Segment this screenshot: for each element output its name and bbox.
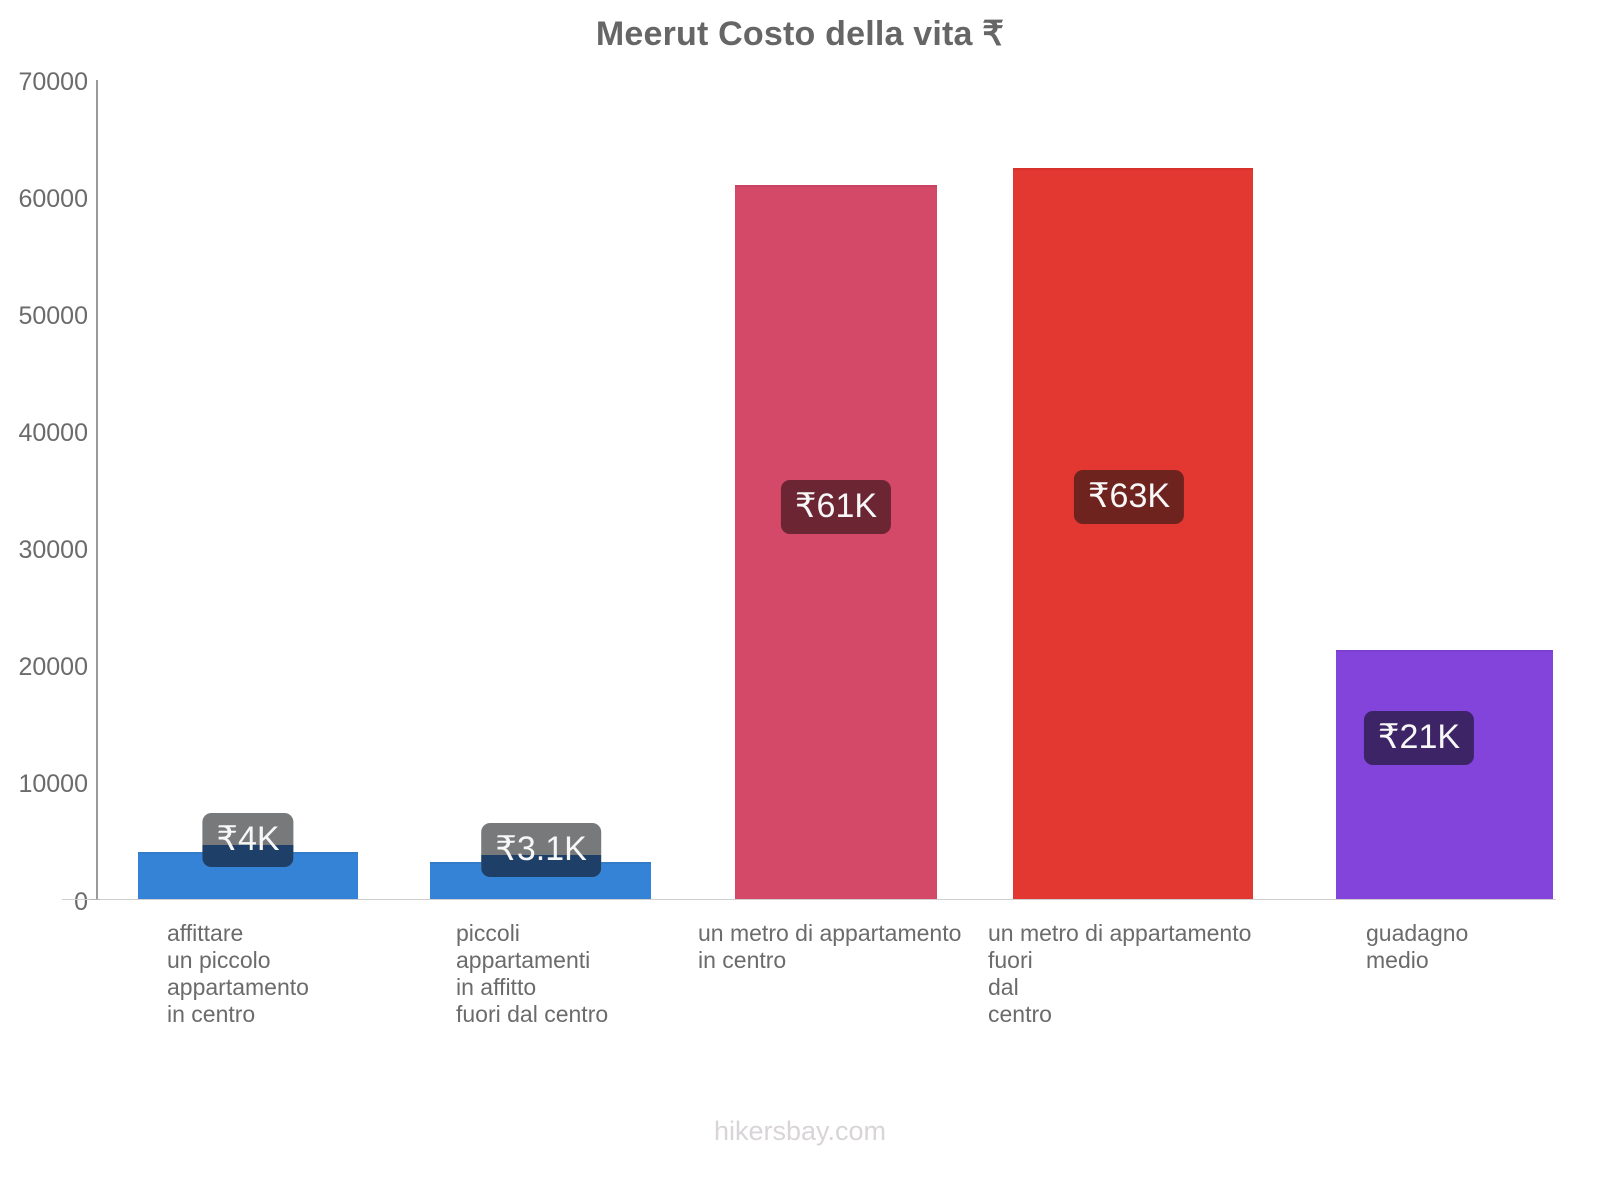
bar-top-edge [735, 185, 937, 187]
x-axis-label-bar-3: un metro di appartamento in centro [698, 920, 962, 973]
value-badge-text: ₹3.1K [495, 830, 587, 868]
value-badge-bar-5: ₹21K [1363, 711, 1475, 765]
y-tick-label: 30000 [18, 536, 88, 564]
y-tick-label: 60000 [18, 185, 88, 213]
y-tick-label: 70000 [18, 68, 88, 96]
bar-un-metro-di-appartamento-in-centro[interactable] [735, 185, 937, 899]
value-badge-overlap [481, 855, 601, 877]
bar-top-edge [1013, 168, 1253, 170]
footer-watermark: hikersbay.com [713, 1116, 887, 1146]
y-tick-label: 50000 [18, 302, 88, 330]
chart-title: Meerut Costo della vita ₹ [595, 15, 1005, 53]
value-badge-text: ₹61K [794, 487, 878, 525]
value-badge-text: ₹21K [1377, 718, 1461, 756]
y-tick-label: 40000 [18, 419, 88, 447]
bar-un-metro-di-appartamento-fuori-dal-centro[interactable] [1013, 168, 1253, 899]
y-tick-label: 20000 [18, 653, 88, 681]
value-badge-text: ₹4K [216, 820, 280, 858]
value-badge-bar-1: ₹4K [202, 813, 294, 867]
bar-top-edge [1336, 650, 1553, 652]
value-badge-text: ₹63K [1087, 477, 1171, 515]
x-axis-label-bar-5: guadagno medio [1366, 920, 1469, 973]
x-axis-label-bar-2: piccoli appartamenti in affitto fuori da… [456, 920, 609, 1027]
value-badge-bar-2: ₹3.1K [481, 823, 601, 877]
x-axis-line [62, 899, 1556, 900]
value-badge-bar-4: ₹63K [1073, 470, 1185, 524]
y-tick-mark-zero [90, 899, 100, 900]
y-tick-label: 0 [74, 888, 88, 916]
y-axis-line [96, 80, 98, 899]
y-tick-label: 10000 [18, 770, 88, 798]
y-axis-tick-labels: 70000 60000 50000 40000 30000 20000 1000… [0, 0, 88, 1200]
value-badge-overlap [202, 845, 294, 867]
value-badge-bar-3: ₹61K [780, 480, 892, 534]
bar-guadagno-medio[interactable] [1336, 650, 1553, 899]
x-axis-label-bar-4: un metro di appartamento fuori dal centr… [988, 920, 1252, 1027]
plot-area: ₹4K ₹3.1K ₹61K ₹63K ₹21K [96, 80, 1556, 899]
x-axis-label-bar-1: affittare un piccolo appartamento in cen… [167, 920, 309, 1027]
